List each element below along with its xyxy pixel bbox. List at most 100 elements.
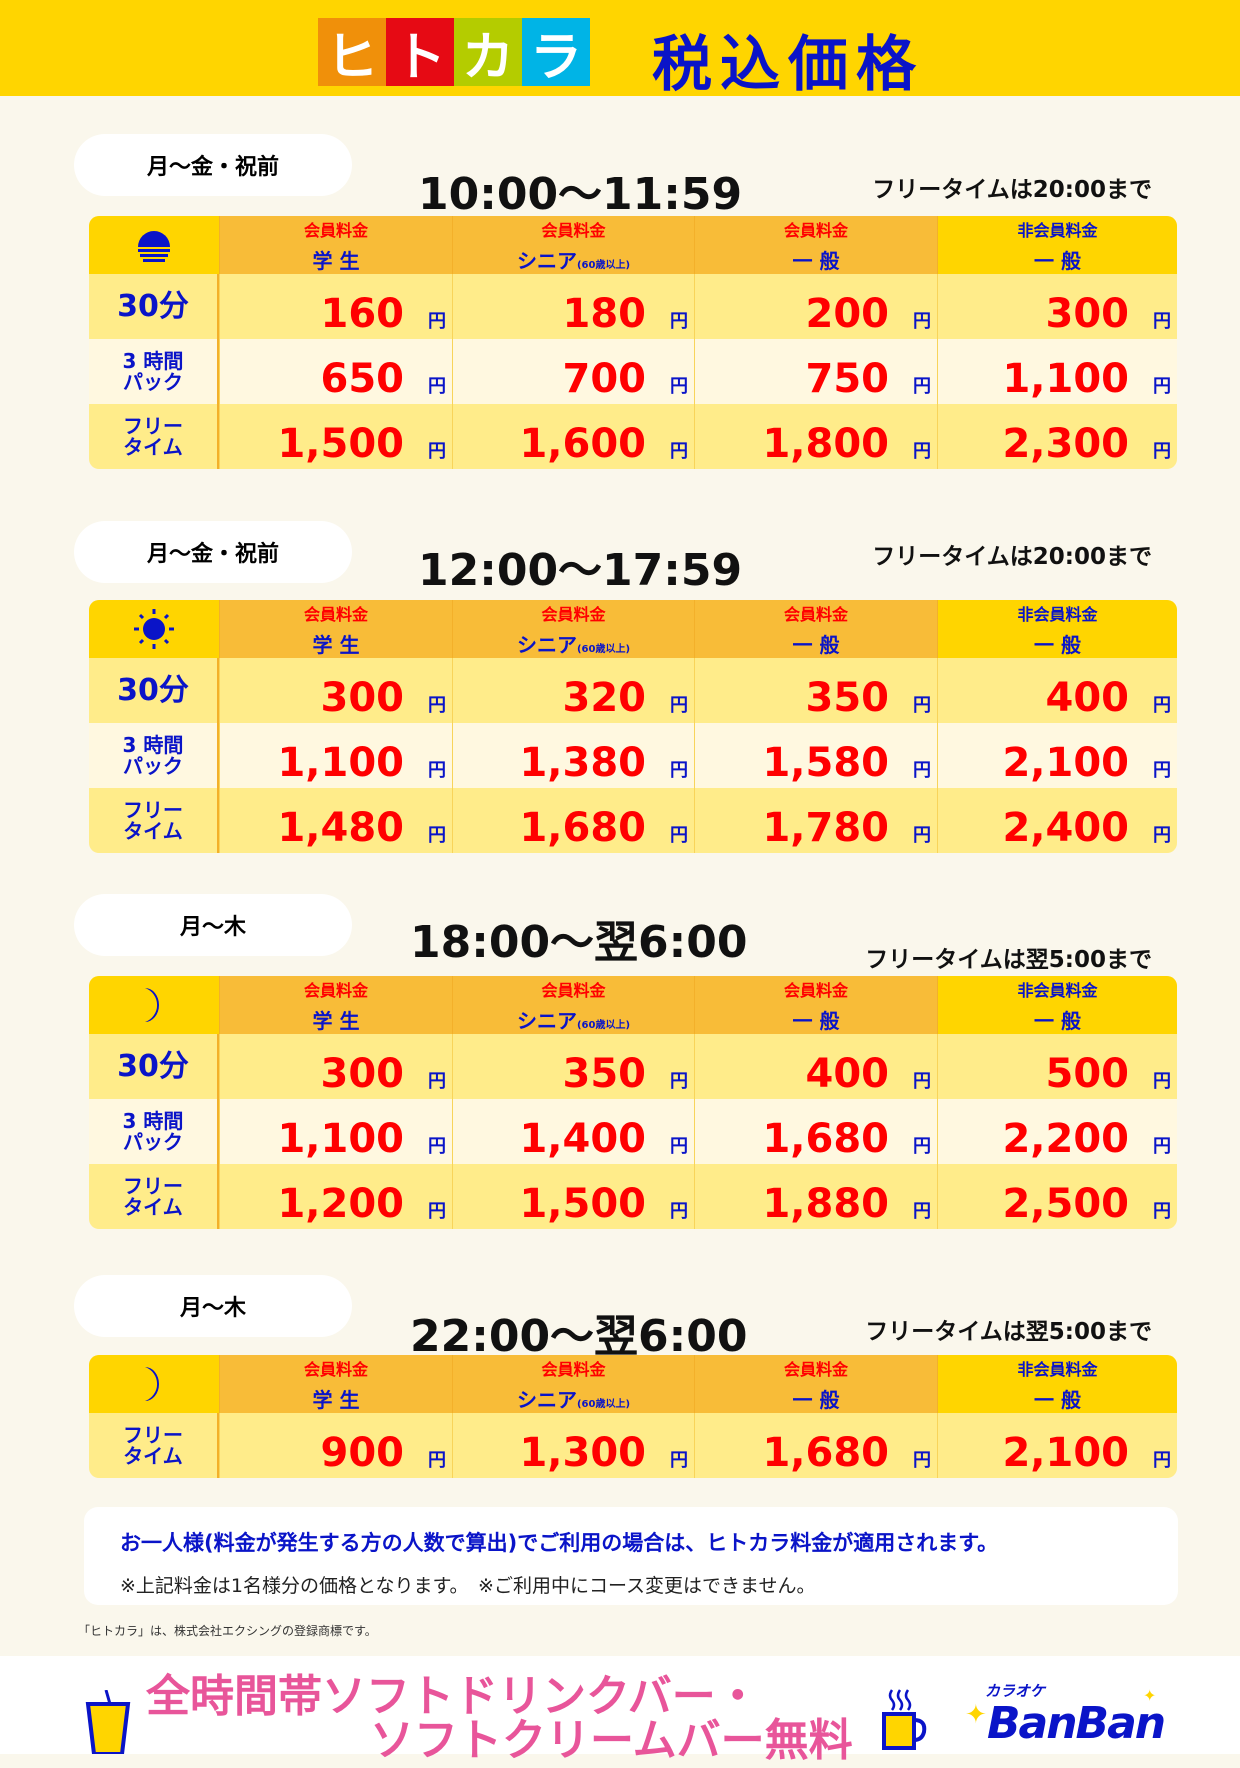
- column-header: 会員料金一 般: [694, 600, 937, 658]
- customer-type-label: 一 般: [1034, 1387, 1081, 1412]
- price-cell: 300 円: [219, 658, 452, 723]
- price-value: 1,100: [277, 740, 404, 786]
- column-header: 会員料金学 生: [219, 1355, 452, 1413]
- price-cell: 1,580 円: [694, 723, 937, 788]
- yen-unit: 円: [670, 825, 688, 846]
- price-cell: 1,800 円: [694, 404, 937, 469]
- free-time-note: フリータイムは翌5:00まで: [865, 947, 1152, 973]
- time-range: 10:00〜11:59: [418, 169, 743, 220]
- membership-type: 非会員料金: [1017, 604, 1098, 624]
- yen-unit: 円: [913, 1201, 931, 1222]
- customer-type: 学 生: [313, 1384, 360, 1413]
- yen-unit: 円: [670, 376, 688, 397]
- customer-type-label: 学 生: [312, 632, 360, 657]
- price-value: 1,580: [762, 740, 889, 786]
- yen-unit: 円: [913, 825, 931, 846]
- table-row: 3 時間 パック 1,100 円 1,400 円 1,680 円 2,200 円: [89, 1099, 1177, 1164]
- column-header: 会員料金 シニア(60歳以上): [452, 1355, 694, 1413]
- price-cell: 200 円: [694, 274, 937, 339]
- free-time-note: フリータイムは20:00まで: [872, 177, 1152, 203]
- plan-label-line: 30分: [117, 288, 189, 324]
- price-cell: 500 円: [937, 1034, 1177, 1099]
- price-value: 1,500: [277, 421, 404, 467]
- price-value: 2,100: [1002, 1430, 1129, 1476]
- membership-type: 非会員料金: [1017, 1359, 1098, 1379]
- yen-unit: 円: [670, 1136, 688, 1157]
- customer-type-label: 学 生: [312, 1387, 360, 1412]
- price-value: 350: [805, 675, 890, 721]
- column-header: 会員料金 シニア(60歳以上): [452, 976, 694, 1034]
- table-row: 30分 300 円 350 円 400 円 500 円: [89, 1034, 1177, 1099]
- price-value: 350: [562, 1051, 647, 1097]
- age-note: (60歳以上): [576, 1019, 631, 1031]
- yen-unit: 円: [1153, 311, 1171, 332]
- yen-unit: 円: [913, 1071, 931, 1092]
- price-cell: 1,500 円: [452, 1164, 694, 1229]
- customer-type: シニア(60歳以上): [517, 1384, 630, 1413]
- price-cell: 160 円: [219, 274, 452, 339]
- price-cell: 1,380 円: [452, 723, 694, 788]
- customer-type-label: シニア: [516, 248, 577, 273]
- customer-type: 一 般: [793, 245, 840, 274]
- yen-unit: 円: [428, 760, 446, 781]
- customer-type: 一 般: [1034, 1005, 1081, 1034]
- moon-icon: [89, 976, 219, 1034]
- customer-type-label: 一 般: [792, 632, 840, 657]
- price-cell: 1,680 円: [694, 1413, 937, 1478]
- membership-type: 非会員料金: [1017, 220, 1098, 240]
- price-value: 1,600: [519, 421, 646, 467]
- price-cell: 1,600 円: [452, 404, 694, 469]
- yen-unit: 円: [428, 825, 446, 846]
- column-header: 会員料金一 般: [694, 1355, 937, 1413]
- yen-unit: 円: [670, 1201, 688, 1222]
- price-cell: 400 円: [937, 658, 1177, 723]
- customer-type: 一 般: [1034, 1384, 1081, 1413]
- price-cell: 1,780 円: [694, 788, 937, 853]
- brand-name: BanBan: [987, 1698, 1166, 1749]
- sun-icon: [89, 600, 219, 658]
- notice-main: お一人様(料金が発生する方の人数で算出)でご利用の場合は、ヒトカラ料金が適用され…: [120, 1531, 999, 1555]
- page-title: 税込価格: [652, 30, 924, 100]
- table-row: 3 時間 パック 1,100 円 1,380 円 1,580 円 2,100 円: [89, 723, 1177, 788]
- banban-logo: ✦ ✦ カラオケ BanBan: [965, 1682, 1166, 1749]
- price-cell: 1,300 円: [452, 1413, 694, 1478]
- column-header: 会員料金一 般: [694, 976, 937, 1034]
- yen-unit: 円: [1153, 1450, 1171, 1471]
- brand-small: カラオケ: [985, 1682, 1046, 1700]
- price-value: 1,100: [277, 1116, 404, 1162]
- logo-letter: ラ: [522, 18, 590, 88]
- price-cell: 650 円: [219, 339, 452, 404]
- time-range: 12:00〜17:59: [418, 545, 743, 596]
- trademark-note: 「ヒトカラ」は、株式会社エクシングの登録商標です。: [78, 1624, 377, 1638]
- yen-unit: 円: [1153, 1201, 1171, 1222]
- plan-label-line: タイム: [123, 434, 183, 459]
- price-value: 180: [562, 291, 647, 337]
- plan-label-line: 3 時間: [122, 348, 184, 373]
- logo-letter: ヒ: [318, 18, 386, 88]
- yen-unit: 円: [670, 311, 688, 332]
- logo-letter: カ: [454, 18, 522, 88]
- column-header: 非会員料金一 般: [937, 216, 1177, 274]
- customer-type: 学 生: [313, 629, 360, 658]
- days-label: 月〜木: [74, 1275, 352, 1337]
- price-cell: 1,680 円: [452, 788, 694, 853]
- customer-type-label: シニア: [516, 1387, 577, 1412]
- price-value: 2,200: [1002, 1116, 1129, 1162]
- price-cell: 700 円: [452, 339, 694, 404]
- customer-type: 一 般: [793, 629, 840, 658]
- price-value: 650: [320, 356, 405, 402]
- age-note: (60歳以上): [576, 1398, 631, 1410]
- price-table: 会員料金学 生会員料金 シニア(60歳以上) 会員料金一 般非会員料金一 般 30分 3…: [89, 976, 1177, 1229]
- yen-unit: 円: [1153, 825, 1171, 846]
- yen-unit: 円: [428, 311, 446, 332]
- price-value: 2,400: [1002, 805, 1129, 851]
- table-header: 会員料金学 生会員料金 シニア(60歳以上) 会員料金一 般 非会員料金一 般: [89, 1355, 1177, 1413]
- customer-type-label: 学 生: [312, 1008, 360, 1033]
- customer-type: シニア(60歳以上): [517, 245, 630, 274]
- price-value: 300: [320, 675, 405, 721]
- customer-type: 一 般: [793, 1005, 840, 1034]
- price-value: 200: [805, 291, 890, 337]
- yen-unit: 円: [1153, 695, 1171, 716]
- price-cell: 1,880 円: [694, 1164, 937, 1229]
- membership-type: 非会員料金: [1017, 980, 1098, 1000]
